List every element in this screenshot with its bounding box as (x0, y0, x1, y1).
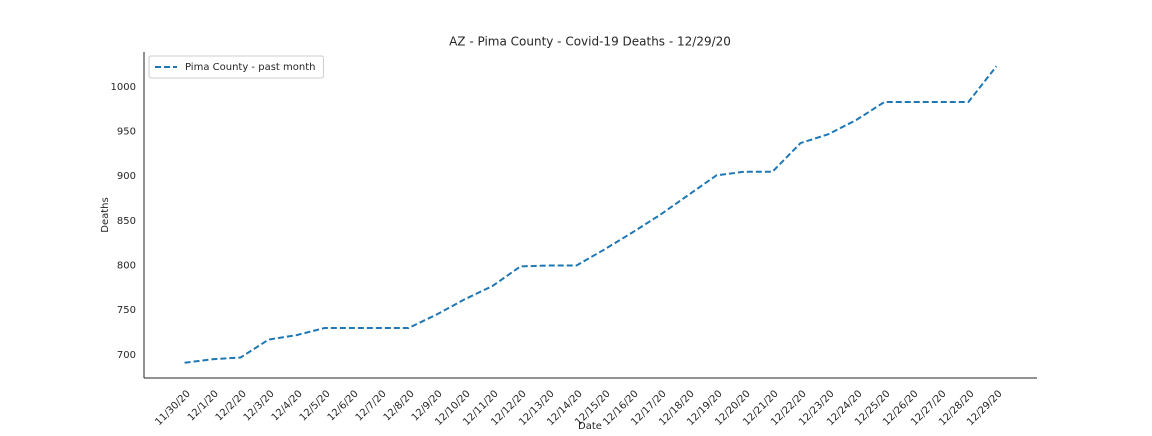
x-tick-label: 11/30/20 (153, 388, 193, 428)
y-tick-label: 750 (117, 305, 136, 316)
legend: Pima County - past month (148, 55, 324, 79)
legend-box (148, 55, 324, 79)
y-tick-label: 850 (117, 216, 136, 227)
y-tick-label: 800 (117, 260, 136, 271)
y-tick-label: 1000 (111, 82, 136, 93)
y-tick-label: 900 (117, 171, 136, 182)
y-tick-label: 700 (117, 350, 136, 361)
line-series (184, 65, 998, 364)
x-axis-label: Date (578, 421, 602, 432)
y-tick-label: 950 (117, 126, 136, 137)
y-axis-label: Deaths (100, 197, 111, 232)
legend-label: Pima County - past month (185, 62, 315, 73)
chart-title: AZ - Pima County - Covid-19 Deaths - 12/… (449, 35, 731, 49)
